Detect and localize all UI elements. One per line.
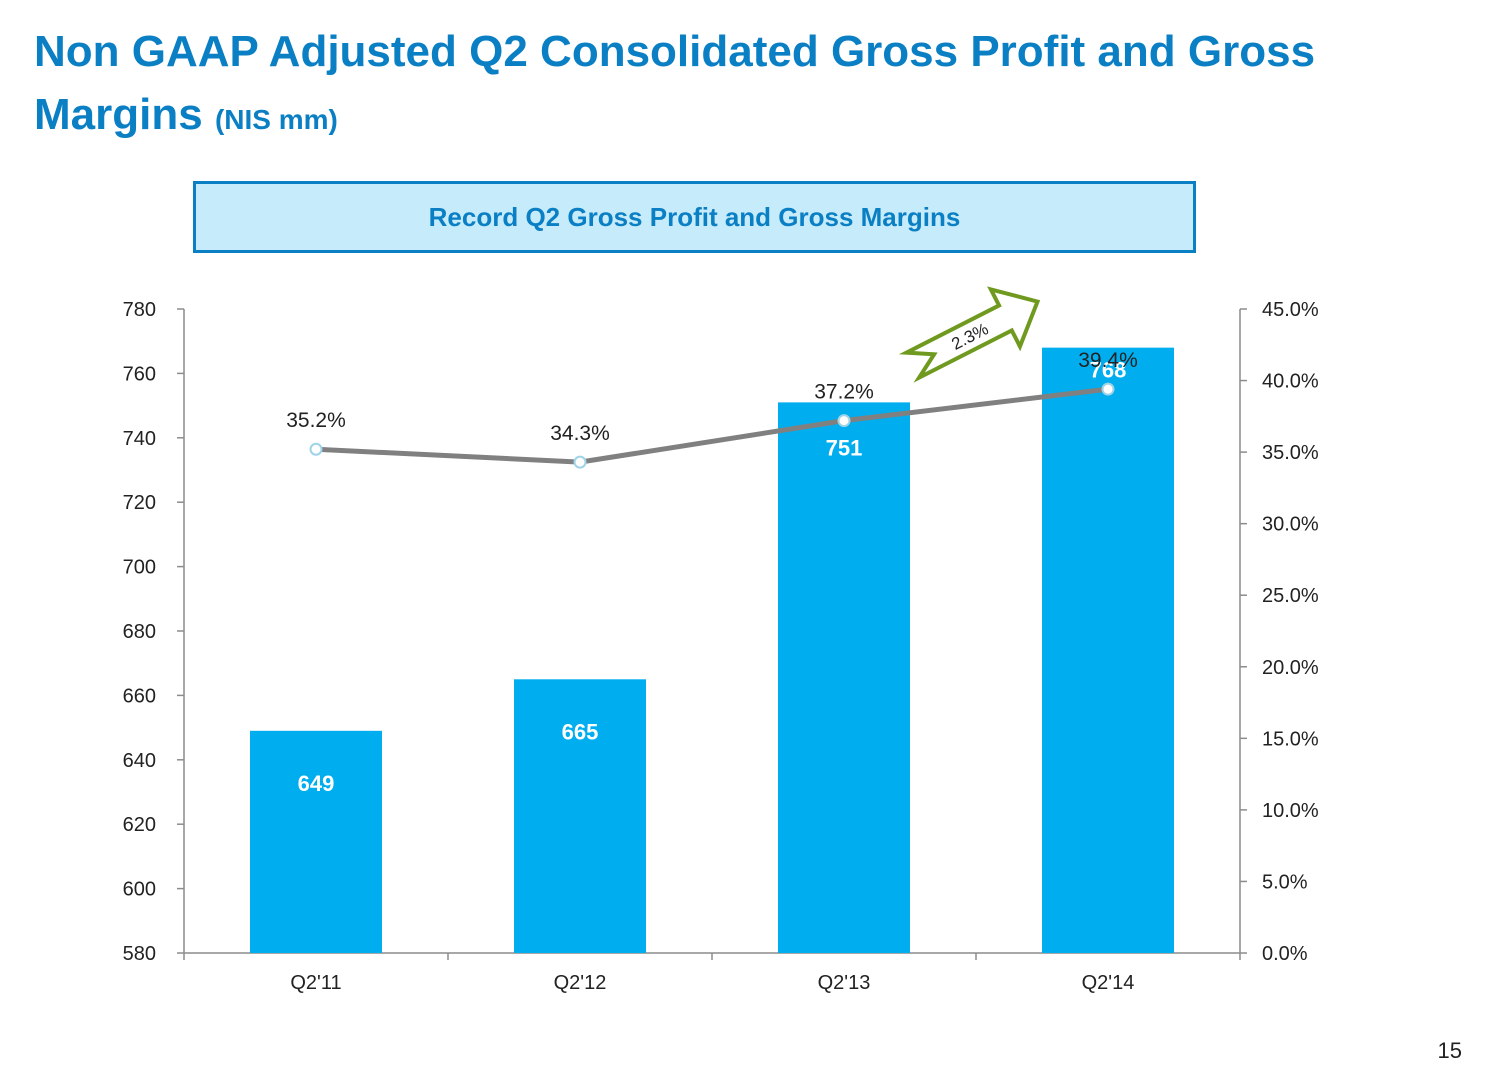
title-main: Non GAAP Adjusted Q2 Consolidated Gross … xyxy=(34,27,1316,139)
chart-annotation: 2.3% xyxy=(898,286,1041,383)
right-axis-tick-label: 10.0% xyxy=(1262,800,1319,822)
margin-data-label: 37.2% xyxy=(814,381,874,404)
bar-data-label: 649 xyxy=(298,771,335,796)
left-axis-tick-label: 740 xyxy=(123,428,156,450)
left-axis-tick-label: 620 xyxy=(123,814,156,836)
bar xyxy=(1042,347,1174,953)
x-axis-category-label: Q2'11 xyxy=(290,972,341,994)
bar-data-label: 768 xyxy=(1090,358,1127,383)
right-axis-tick-label: 20.0% xyxy=(1262,657,1319,679)
growth-arrow-shape xyxy=(898,286,1041,383)
left-axis-tick-label: 780 xyxy=(123,299,156,321)
title-unit: (NIS mm) xyxy=(214,104,338,135)
right-axis-tick-label: 40.0% xyxy=(1262,371,1319,393)
right-axis-tick-label: 15.0% xyxy=(1262,728,1319,750)
bar xyxy=(778,402,910,953)
margin-data-label: 34.3% xyxy=(550,422,610,445)
margin-data-label: 39.4% xyxy=(1078,349,1138,372)
left-axis-tick-label: 640 xyxy=(123,750,156,772)
right-axis-tick-label: 5.0% xyxy=(1262,871,1308,893)
left-axis-tick-label: 760 xyxy=(123,363,156,385)
right-axis-tick-label: 35.0% xyxy=(1262,442,1319,464)
growth-arrow: 2.3% xyxy=(898,286,1041,383)
bar xyxy=(250,730,382,953)
chart-margin-line: 35.2% 34.3% 37.2% 39.4% xyxy=(286,349,1138,469)
x-axis-category-label: Q2'14 xyxy=(1082,972,1135,994)
highlight-banner: Record Q2 Gross Profit and Gross Margins xyxy=(193,181,1196,253)
banner-text: Record Q2 Gross Profit and Gross Margins xyxy=(428,201,961,232)
right-axis-tick-label: 30.0% xyxy=(1262,514,1319,536)
right-axis-tick-label: 0.0% xyxy=(1262,943,1308,965)
margin-point xyxy=(837,414,851,428)
left-axis-tick-label: 600 xyxy=(123,879,156,901)
bar-data-label: 751 xyxy=(826,435,863,460)
left-axis-tick-label: 720 xyxy=(123,492,156,514)
right-axis-tick-label: 45.0% xyxy=(1262,299,1319,321)
margin-data-label: 35.2% xyxy=(286,409,346,432)
left-axis-tick-label: 580 xyxy=(123,943,156,965)
x-axis-category-label: Q2'12 xyxy=(554,972,607,994)
left-axis-tick-label: 700 xyxy=(123,557,156,579)
left-axis-tick-label: 680 xyxy=(123,621,156,643)
bar xyxy=(514,679,646,953)
x-axis-category-label: Q2'13 xyxy=(818,972,871,994)
bar-data-label: 665 xyxy=(562,719,599,744)
margin-point xyxy=(573,455,587,469)
page-title: Non GAAP Adjusted Q2 Consolidated Gross … xyxy=(34,20,1334,151)
page-number: 15 xyxy=(1437,1038,1462,1063)
margin-point xyxy=(309,442,323,456)
left-axis-tick-label: 660 xyxy=(123,685,156,707)
chart-bars: 649 665 751 768 xyxy=(250,347,1174,953)
margin-line-path xyxy=(315,386,1109,465)
right-axis-tick-label: 25.0% xyxy=(1262,585,1319,607)
chart-axes: 580 600 620 640 660 680 700 720 740 760 780 0.0% 5.0… xyxy=(123,299,1319,994)
margin-point xyxy=(1101,382,1115,396)
